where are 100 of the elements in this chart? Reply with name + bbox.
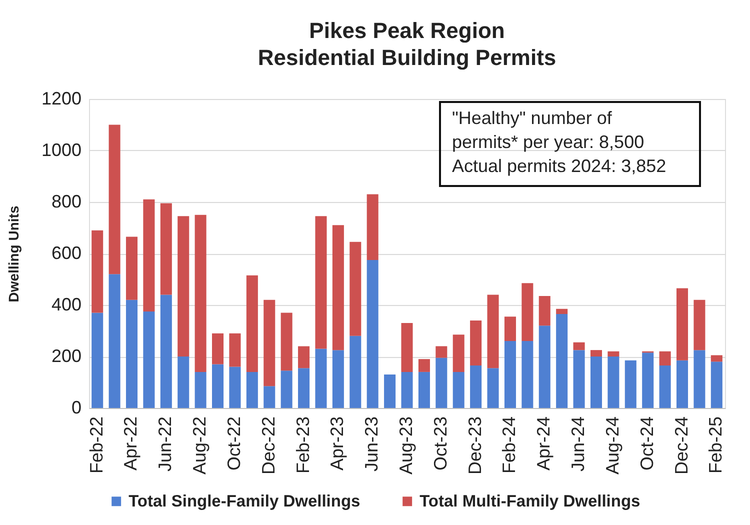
bar	[315, 348, 327, 408]
bar	[315, 216, 327, 349]
y-tick-label: 400	[51, 294, 82, 314]
bar	[487, 294, 499, 368]
bar	[538, 296, 550, 326]
bar	[160, 203, 172, 295]
bar	[160, 294, 172, 408]
bar	[522, 283, 534, 342]
x-tick-label: Jun-22	[155, 416, 176, 472]
bar	[264, 300, 276, 386]
bar	[126, 236, 138, 300]
bar	[573, 350, 585, 408]
bar	[280, 370, 292, 408]
bar	[452, 372, 464, 408]
bar	[350, 336, 362, 408]
x-tick-label: Feb-25	[706, 416, 726, 474]
bar	[298, 346, 310, 368]
bar	[246, 275, 258, 372]
y-tick-label: 1000	[41, 140, 82, 160]
x-tick-label: Aug-23	[396, 416, 416, 475]
bar	[608, 351, 620, 356]
bar	[298, 368, 310, 408]
bar	[401, 372, 413, 408]
bar	[350, 242, 362, 336]
bar	[659, 366, 671, 408]
bar	[573, 342, 585, 350]
bar	[92, 312, 104, 408]
annotation: "Healthy" number of permits* per year: 8,500	[452, 108, 644, 152]
bar	[229, 366, 241, 408]
bar	[366, 194, 378, 260]
bar	[710, 355, 722, 362]
x-tick-label: Dec-23	[464, 416, 485, 475]
bar	[538, 326, 550, 408]
bar	[108, 124, 120, 274]
x-tick-label: Apr-23	[327, 416, 348, 471]
bar	[624, 360, 636, 408]
bar	[504, 341, 516, 408]
x-tick-label: Apr-22	[120, 416, 141, 471]
bar	[332, 350, 344, 408]
bar	[178, 356, 190, 408]
bar	[452, 334, 464, 372]
y-tick-label: 1200	[41, 88, 82, 108]
bar	[126, 300, 138, 408]
bar	[229, 333, 241, 367]
bar	[418, 372, 430, 408]
bar	[280, 312, 292, 371]
bar	[676, 288, 688, 360]
bar	[590, 356, 602, 408]
bar	[504, 316, 516, 342]
bar	[366, 260, 378, 408]
bar	[694, 300, 706, 350]
bar	[642, 352, 654, 408]
y-tick-label: 600	[51, 243, 82, 263]
bar	[143, 199, 155, 312]
bar	[556, 314, 568, 408]
bar	[212, 333, 224, 364]
y-axis-title: Dwelling Units	[5, 206, 22, 302]
bar	[590, 350, 602, 356]
bar	[246, 372, 258, 408]
legend-label: Total Single-Family Dwellings	[128, 492, 360, 510]
x-tick-label: Aug-22	[190, 416, 210, 475]
bar	[418, 359, 430, 372]
x-tick-label: Jun-23	[362, 416, 382, 472]
x-tick-label: Oct-22	[224, 416, 244, 471]
bar	[470, 320, 482, 366]
bar	[143, 311, 155, 408]
x-tick-label: Feb-23	[292, 416, 313, 474]
bar	[710, 362, 722, 408]
bar	[470, 366, 482, 408]
x-tick-label: Apr-24	[534, 416, 554, 471]
legend-label: Total Multi-Family Dwellings	[420, 492, 640, 510]
x-tick-label: Feb-22	[86, 416, 106, 474]
bar	[332, 225, 344, 350]
bar	[694, 350, 706, 408]
bar	[194, 214, 206, 372]
chart-subtitle: Residential Building Permits	[258, 45, 556, 70]
x-tick-label: Oct-24	[636, 416, 657, 471]
y-tick-label: 200	[51, 346, 82, 366]
y-tick-label: 0	[71, 398, 82, 418]
bar	[92, 230, 104, 313]
bar	[436, 346, 448, 358]
bar	[556, 308, 568, 314]
bar	[522, 341, 534, 408]
bar	[487, 368, 499, 408]
bar	[178, 216, 190, 356]
bar	[436, 358, 448, 408]
bar	[659, 351, 671, 366]
y-tick-label: 800	[51, 192, 82, 212]
bar	[676, 360, 688, 408]
bar	[194, 372, 206, 408]
x-tick-label: Jun-24	[568, 416, 588, 472]
bar	[384, 374, 396, 408]
bar	[401, 323, 413, 372]
x-tick-label: Dec-24	[671, 416, 692, 475]
chart-title: Pikes Peak Region	[309, 18, 505, 43]
x-tick-label: Feb-24	[499, 416, 520, 474]
bar	[264, 386, 276, 408]
bar	[108, 274, 120, 408]
x-tick-label: Aug-24	[602, 416, 622, 475]
bar	[608, 356, 620, 408]
